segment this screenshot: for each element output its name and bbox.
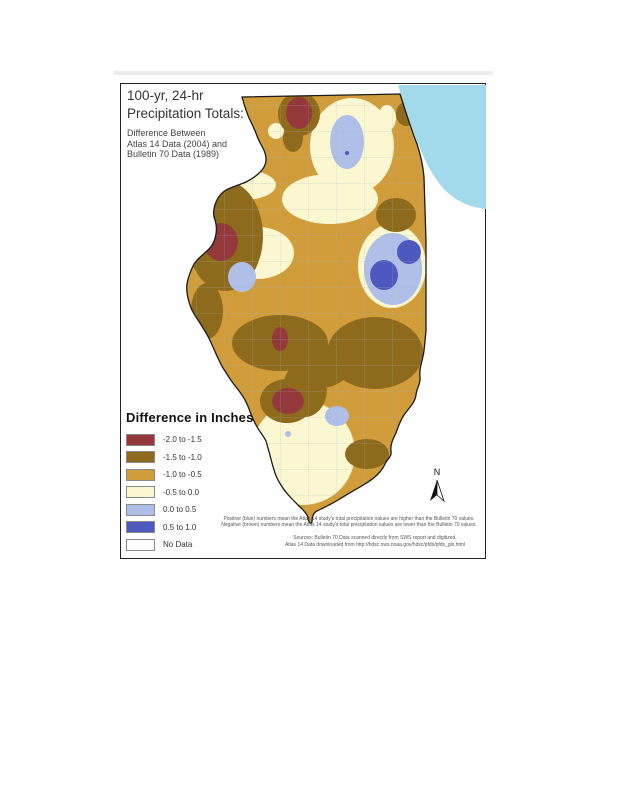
map-subtitle-line1: Difference Between (127, 128, 206, 138)
map-title: 100-yr, 24-hr Precipitation Totals: (127, 87, 244, 123)
sources-note: Sources: Bulletin 70 Data scanned direct… (266, 535, 484, 548)
legend-label: -0.5 to 0.0 (163, 487, 200, 497)
legend: Difference in Inches -2.0 to -1.5 -1.5 t… (126, 410, 254, 554)
legend-swatch (126, 451, 155, 464)
legend-label: 0.0 to 0.5 (163, 505, 197, 515)
legend-swatch (126, 433, 155, 446)
source-line1: Sources: Bulletin 70 Data scanned direct… (293, 535, 457, 541)
legend-row: 0.0 to 0.5 (126, 501, 254, 519)
legend-label: No Data (163, 540, 193, 550)
note-line2: Negative (brown) numbers mean the Atlas … (221, 522, 477, 528)
north-arrow-icon: N (430, 467, 445, 503)
legend-title: Difference in Inches (126, 410, 254, 425)
north-label: N (434, 467, 441, 477)
legend-row: 0.5 to 1.0 (126, 519, 254, 537)
legend-swatch (126, 468, 155, 481)
legend-rows: -2.0 to -1.5 -1.5 to -1.0 -1.0 to -0.5 -… (126, 431, 254, 554)
legend-row: -1.5 to -1.0 (126, 449, 254, 467)
legend-label: -2.0 to -1.5 (163, 435, 202, 445)
legend-label: -1.0 to -0.5 (163, 470, 202, 480)
legend-row: -2.0 to -1.5 (126, 431, 254, 449)
scan-artifact (113, 71, 493, 75)
map-subtitle-line2: Atlas 14 Data (2004) and (127, 138, 228, 149)
map-title-line2: Precipitation Totals: (127, 106, 244, 121)
legend-row: -0.5 to 0.0 (126, 484, 254, 502)
legend-label: 0.5 to 1.0 (163, 522, 197, 532)
source-line2: Atlas 14 Data downloaded from http://hds… (284, 541, 466, 548)
legend-label: -1.5 to -1.0 (163, 452, 202, 462)
legend-swatch (126, 486, 155, 499)
illinois-precipitation-map: N (186, 85, 486, 524)
lake-michigan (398, 85, 486, 209)
note-line1: Positive (blue) numbers mean the Atlas 1… (223, 516, 475, 522)
map-subtitle-line3: Bulletin 70 Data (1989) (127, 149, 220, 159)
legend-swatch (126, 503, 155, 516)
map-title-line1: 100-yr, 24-hr (127, 88, 204, 103)
explanatory-notes: Positive (blue) numbers mean the Atlas 1… (213, 516, 485, 528)
legend-swatch (126, 538, 155, 551)
legend-row: No Data (126, 536, 254, 554)
state-outline (186, 93, 427, 524)
map-subtitle: Difference Between Atlas 14 Data (2004) … (127, 128, 227, 160)
legend-swatch (126, 521, 155, 534)
legend-row: -1.0 to -0.5 (126, 466, 254, 484)
state-regions (186, 94, 426, 524)
